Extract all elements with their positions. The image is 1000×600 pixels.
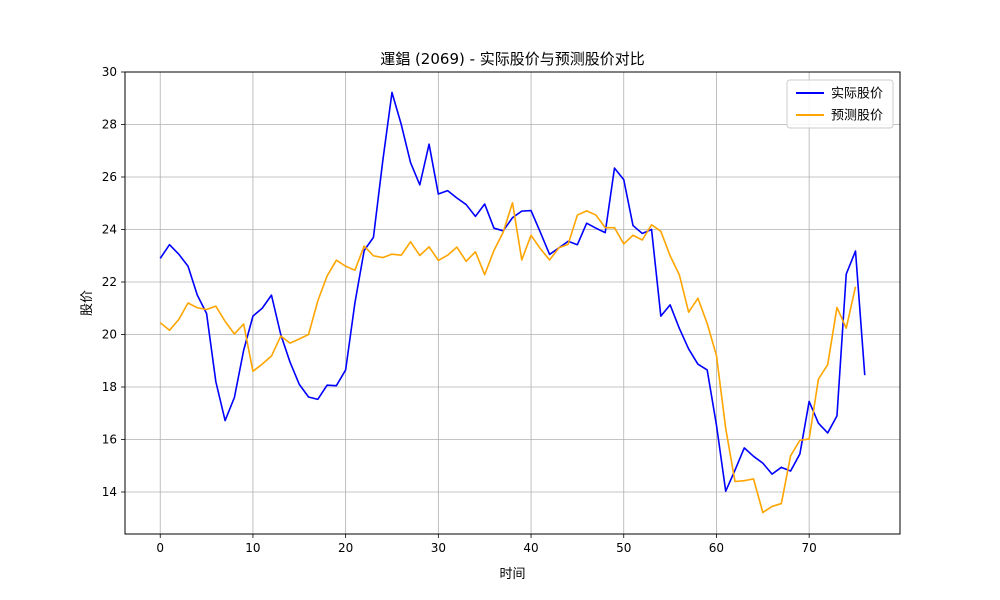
x-tick-label: 50 bbox=[616, 541, 631, 555]
x-tick-label: 30 bbox=[431, 541, 446, 555]
y-axis-label: 股价 bbox=[80, 290, 95, 316]
x-tick-label: 40 bbox=[523, 541, 538, 555]
predicted-price-line bbox=[159, 201, 857, 514]
x-tick-label: 70 bbox=[802, 541, 817, 555]
y-tick-label: 18 bbox=[102, 380, 117, 394]
y-tick-label: 26 bbox=[102, 170, 117, 184]
x-tick-label: 20 bbox=[338, 541, 353, 555]
y-tick-label: 14 bbox=[102, 485, 117, 499]
x-tick-label: 0 bbox=[156, 541, 164, 555]
y-tick-label: 22 bbox=[102, 275, 117, 289]
plot-area-frame bbox=[124, 71, 901, 535]
y-tick-label: 20 bbox=[102, 328, 117, 342]
y-tick-label: 30 bbox=[102, 65, 117, 79]
axis-ticks: 0 10 20 30 40 50 60 70 14 16 18 20 22 24 26 28 30 bbox=[102, 65, 817, 555]
y-tick-label: 28 bbox=[102, 118, 117, 132]
series-lines bbox=[159, 91, 866, 514]
grid bbox=[125, 71, 900, 534]
actual-price-line bbox=[159, 91, 866, 493]
legend-label-predicted: 预测股价 bbox=[831, 109, 883, 124]
x-axis-label: 时间 bbox=[499, 567, 525, 582]
x-tick-label: 60 bbox=[709, 541, 724, 555]
y-tick-label: 16 bbox=[102, 433, 117, 447]
legend-label-actual: 实际股价 bbox=[831, 87, 883, 102]
chart-title: 運錩 (2069) - 实际股价与预测股价对比 bbox=[380, 50, 645, 68]
y-tick-label: 24 bbox=[102, 223, 117, 237]
x-tick-label: 10 bbox=[245, 541, 260, 555]
legend: 实际股价 预测股价 bbox=[786, 79, 894, 129]
